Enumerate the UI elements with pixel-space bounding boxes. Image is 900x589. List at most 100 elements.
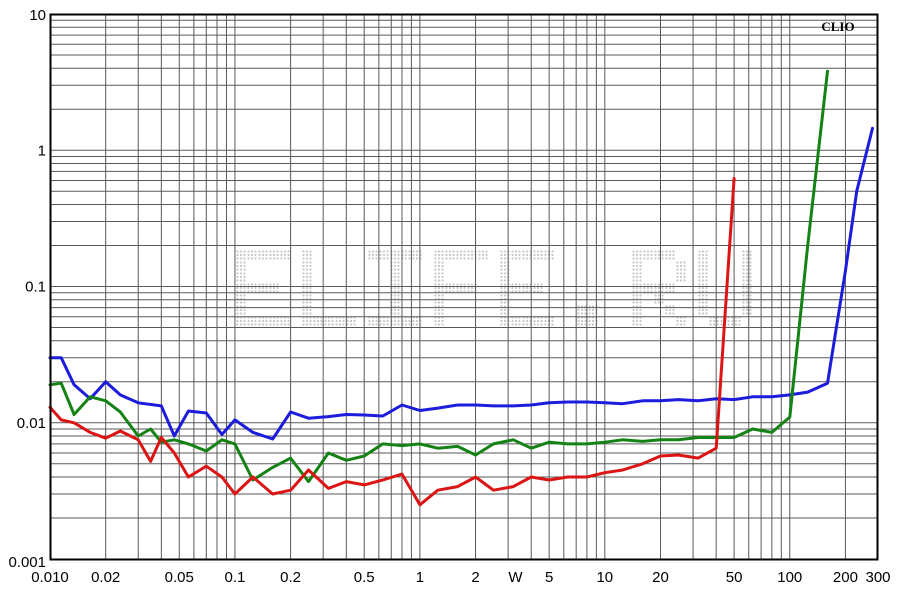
watermark-dot xyxy=(676,323,679,326)
watermark-dot xyxy=(635,319,639,323)
watermark-dot xyxy=(309,305,312,308)
watermark-dot xyxy=(643,257,646,260)
watermark-dot xyxy=(305,272,309,275)
watermark-dot xyxy=(749,283,752,286)
watermark-dot xyxy=(749,290,752,293)
watermark-dot xyxy=(518,319,521,323)
watermark-dot xyxy=(705,275,708,279)
watermark-dot xyxy=(250,253,254,257)
watermark-dot xyxy=(434,261,437,264)
watermark-dot xyxy=(720,323,723,326)
watermark-dot xyxy=(632,261,635,264)
watermark-dot xyxy=(463,283,466,286)
watermark-dot xyxy=(386,257,389,260)
watermark-dot xyxy=(239,312,243,315)
watermark-dot xyxy=(742,253,745,257)
watermark-dot xyxy=(247,250,250,253)
watermark-dot xyxy=(261,319,265,323)
watermark-dot xyxy=(500,257,503,260)
watermark-dot xyxy=(437,283,441,286)
watermark-dot xyxy=(635,257,639,260)
watermark-dot xyxy=(668,290,672,293)
watermark-dot xyxy=(646,250,650,253)
watermark-dot xyxy=(643,250,646,253)
watermark-dot xyxy=(503,323,507,326)
watermark-dot xyxy=(309,286,312,290)
watermark-dot xyxy=(309,250,312,253)
watermark-dot xyxy=(269,286,272,290)
watermark-dot xyxy=(577,323,580,326)
watermark-dot xyxy=(239,264,243,268)
watermark-dot xyxy=(243,301,246,304)
watermark-dot xyxy=(239,308,243,312)
watermark-dot xyxy=(742,283,745,286)
watermark-dot xyxy=(379,250,382,253)
watermark-dot xyxy=(533,286,536,290)
x-tick-label: 2 xyxy=(471,569,479,586)
watermark-dot xyxy=(415,253,419,257)
watermark-dot xyxy=(302,250,305,253)
watermark-dot xyxy=(393,279,397,282)
watermark-dot xyxy=(650,257,653,260)
watermark-dot xyxy=(448,253,452,257)
watermark-dot xyxy=(254,319,257,323)
watermark-dot xyxy=(657,286,661,290)
watermark-dot xyxy=(745,261,749,264)
watermark-dot xyxy=(705,305,708,308)
watermark-dot xyxy=(412,257,415,260)
watermark-dot xyxy=(247,290,250,293)
watermark-dot xyxy=(445,283,448,286)
watermark-dot xyxy=(283,250,287,253)
watermark-dot xyxy=(540,253,543,257)
watermark-dot xyxy=(393,257,397,260)
watermark-dot xyxy=(368,323,371,326)
watermark-dot xyxy=(302,272,305,275)
watermark-dot xyxy=(434,275,437,279)
watermark-dot xyxy=(632,264,635,268)
watermark-dot xyxy=(342,319,345,323)
watermark-dot xyxy=(441,294,444,297)
watermark-dot xyxy=(639,290,642,293)
watermark-dot xyxy=(698,261,701,264)
watermark-dot xyxy=(525,319,529,323)
watermark-dot xyxy=(437,268,441,271)
x-tick-label: 0.1 xyxy=(225,569,246,586)
watermark-dot xyxy=(287,250,290,253)
watermark-dot xyxy=(239,253,243,257)
watermark-dot xyxy=(368,257,371,260)
watermark-dot xyxy=(437,272,441,275)
watermark-dot xyxy=(434,286,437,290)
watermark-dot xyxy=(250,290,254,293)
watermark-dot xyxy=(683,319,686,323)
watermark-dot xyxy=(258,257,261,260)
watermark-dot xyxy=(250,250,254,253)
watermark-dot xyxy=(698,294,701,297)
watermark-dot xyxy=(243,257,246,260)
watermark-dot xyxy=(639,250,642,253)
watermark-dot xyxy=(470,290,474,293)
watermark-dot xyxy=(302,261,305,264)
watermark-dot xyxy=(441,301,444,304)
watermark-dot xyxy=(580,308,584,312)
watermark-dot xyxy=(661,294,664,297)
watermark-dot xyxy=(668,312,672,315)
y-tick-label: 0.001 xyxy=(8,554,46,571)
watermark-dot xyxy=(305,286,309,290)
watermark-dot xyxy=(577,312,580,315)
watermark-dot xyxy=(745,308,749,312)
watermark-dot xyxy=(261,253,265,257)
watermark-dot xyxy=(441,290,444,293)
watermark-dot xyxy=(698,286,701,290)
watermark-dot xyxy=(639,257,642,260)
watermark-dot xyxy=(437,279,441,282)
watermark-dot xyxy=(320,319,323,323)
watermark-dot xyxy=(302,279,305,282)
watermark-dot xyxy=(379,323,382,326)
watermark-dot xyxy=(731,319,734,323)
watermark-dot xyxy=(745,253,749,257)
watermark-dot xyxy=(500,301,503,304)
watermark-dot xyxy=(375,253,378,257)
watermark-dot xyxy=(478,250,481,253)
watermark-dot xyxy=(302,305,305,308)
watermark-dot xyxy=(258,250,261,253)
